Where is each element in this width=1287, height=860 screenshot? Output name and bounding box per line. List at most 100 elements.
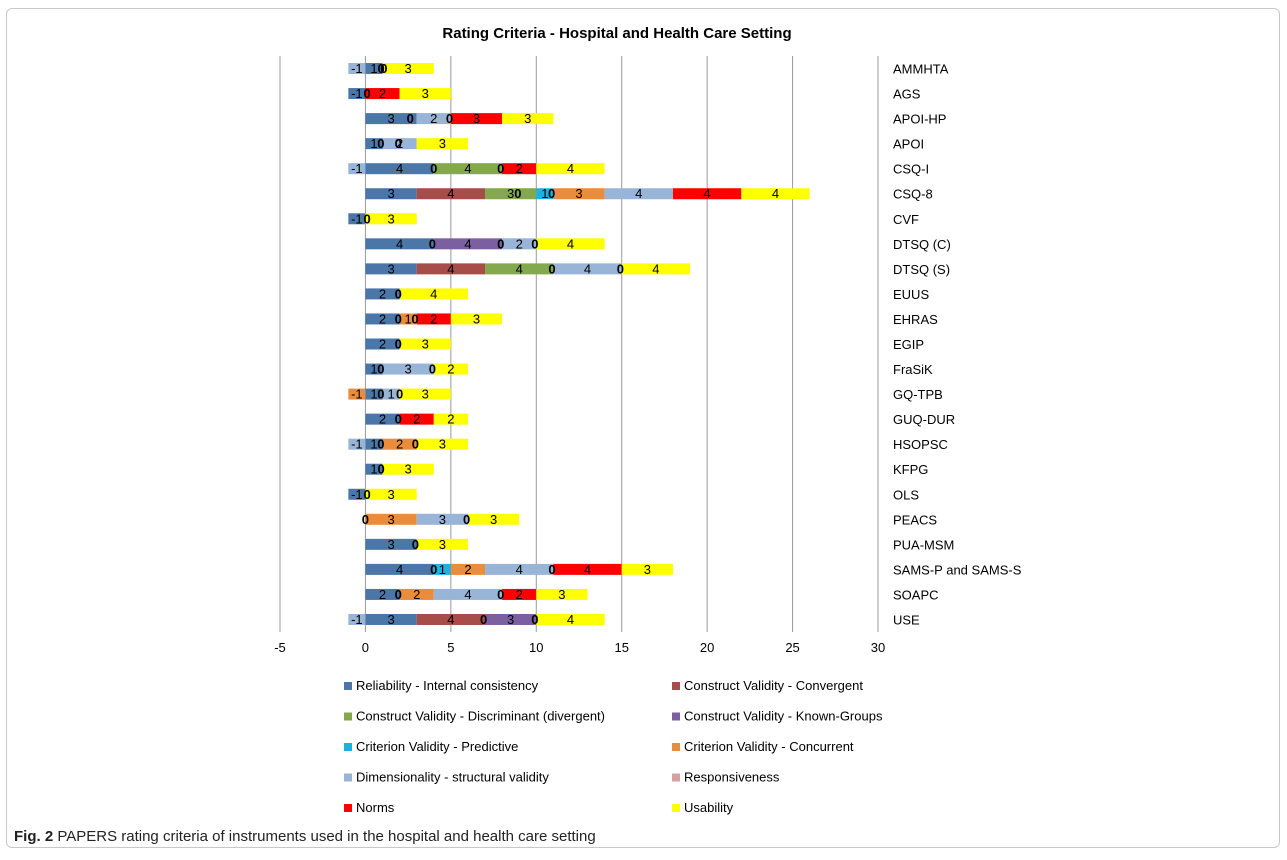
data-label: 3 [387,211,394,226]
data-label: 3 [387,612,394,627]
figure-caption-label: Fig. 2 [14,828,54,845]
data-label: 3 [422,337,429,352]
data-label: 0 [412,537,419,552]
data-label: 2 [430,111,437,126]
data-label: 0 [497,587,504,602]
data-label: 0 [395,286,402,301]
bar-segment [621,563,673,575]
legend-label: Reliability - Internal consistency [356,678,539,693]
data-label: 3 [473,311,480,326]
category-label: CVF [893,212,919,227]
data-label: 0 [377,437,384,452]
bar-segment [433,238,503,250]
bar-segment [485,188,537,200]
data-label: 2 [379,337,386,352]
bar-segment [604,188,673,200]
bar-segment [382,463,434,475]
bar-segment [382,388,400,400]
legend-swatch [344,682,352,690]
data-label: 4 [430,286,437,301]
category-label: CSQ-8 [893,187,933,202]
x-tick-label: 20 [700,640,714,655]
data-label: 0 [411,311,418,326]
category-labels: AMMHTA AGS APOI-HP APOI CSQ-I CSQ-8 CVF DTSQ (C… [893,62,1022,628]
legend-swatch [672,773,680,782]
data-label: 0 [395,311,402,326]
category-label: SAMS-P and SAMS-S [893,562,1022,577]
data-label: -1 [351,612,363,627]
legend-label: Construct Validity - Convergent [684,678,863,693]
data-label: 0 [430,562,437,577]
data-label: 2 [464,562,471,577]
data-label: 2 [396,136,403,151]
bar-segment [365,338,400,350]
data-label: 2 [447,412,454,427]
x-tick-label: 25 [785,640,799,655]
data-label: -1 [351,61,363,76]
data-label: 0 [396,387,403,402]
data-label: 4 [396,161,403,176]
category-label: FraSiK [893,362,933,377]
data-label: 4 [396,562,403,577]
data-label: 0 [548,186,555,201]
bar-segment [348,213,366,225]
bar-segment [365,88,400,100]
bar-segment [399,313,417,325]
data-label: 4 [464,161,471,176]
data-label: 3 [644,562,651,577]
x-tick-label: 15 [614,640,628,655]
data-label: 4 [396,236,403,251]
data-label: 0 [377,136,384,151]
bar-segment [399,588,434,600]
bar-segment [348,438,366,450]
data-label: 4 [635,186,642,201]
data-label: -1 [351,86,363,101]
bar-segment [365,263,417,275]
bar-segment [536,238,605,250]
category-label: EHRAS [893,312,938,327]
data-label: 2 [379,286,386,301]
data-label: 4 [464,587,471,602]
data-label: 0 [531,612,538,627]
legend-swatch [344,712,352,721]
bar-segment [416,113,451,125]
bar-segment [365,413,400,425]
data-label: 1 [370,61,377,76]
data-label: 2 [396,437,403,452]
legend-swatch [344,804,352,812]
data-label: 3 [387,186,394,201]
bar-segment [348,613,366,625]
bar-segment [348,163,366,175]
data-label: 2 [516,236,523,251]
bar-segment [365,538,417,550]
bar-segment [365,313,400,325]
legend: Reliability - Internal consistency Constr… [344,678,883,815]
bar-segment [416,438,468,450]
bar-segment [553,188,605,200]
data-label: 1 [370,362,377,377]
data-label: 4 [567,161,574,176]
bar-segment [365,238,434,250]
data-label: 1 [370,136,377,151]
legend-label: Criterion Validity - Concurrent [684,739,854,754]
data-label: 4 [464,236,471,251]
legend-label: Construct Validity - Known-Groups [684,709,883,724]
data-label: 2 [430,311,437,326]
figure-caption: Fig. 2 PAPERS rating criteria of instrum… [14,828,596,845]
data-label: -1 [351,487,363,502]
data-label: 0 [395,136,402,151]
data-label: 0 [497,236,504,251]
bar-segment [433,563,451,575]
data-label: 0 [364,211,371,226]
chart-title: Rating Criteria - Hospital and Health Ca… [442,25,791,42]
bar-segment [365,563,434,575]
data-label: 3 [439,136,446,151]
data-label: 0 [378,61,385,76]
data-label: 4 [652,261,659,276]
data-label: 0 [380,61,387,76]
category-label: DTSQ (S) [893,262,950,277]
data-label: -1 [351,437,363,452]
legend-swatch [672,712,680,721]
data-label: 4 [584,261,591,276]
